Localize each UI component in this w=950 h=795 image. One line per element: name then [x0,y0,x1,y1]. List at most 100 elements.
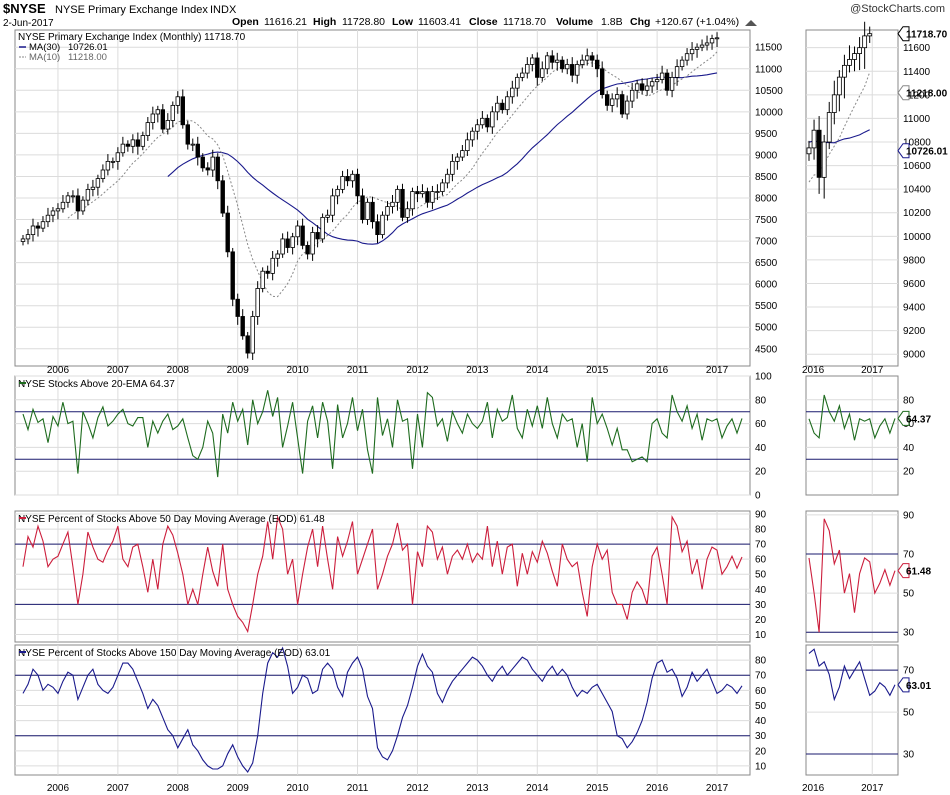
ma10-value-label-box [897,85,910,101]
candle-body [445,173,450,184]
candle-body [100,169,106,180]
candle-body [255,288,260,317]
candle-body [634,83,640,91]
y-tick-label: 5000 [755,323,778,334]
candle-body [415,191,420,195]
candle-body [380,214,385,236]
candle-body [155,109,161,115]
last-value-label-box [897,26,910,42]
candle-body [105,160,111,171]
candle-body [205,167,210,171]
inset-candle-body [847,59,852,66]
y-tick-label: 10000 [755,107,783,118]
inset-panel-3: 30 50 70 63.01 2016 2017 [802,644,931,794]
open-label: Open [232,16,259,28]
candle-body [140,135,146,147]
x-tick-label: 2007 [107,365,130,376]
candle-body [125,143,131,147]
inset-candle-body [842,64,847,78]
candle-body [370,201,375,223]
candle-body [345,176,350,182]
inset-candle-body [821,141,827,178]
candle-body [570,64,575,76]
candle-body [669,76,675,91]
candle-body [335,188,340,197]
candle-body [210,156,215,171]
volume-label: Volume [556,16,593,28]
candle-body [170,104,175,121]
scroll-up-icon [745,20,757,26]
candle-body [590,55,595,61]
legend-ma10-name: MA(10) [29,52,60,63]
y-tick-label: 100 [755,372,772,383]
date-label: 2-Jun-2017 [3,18,54,29]
candle-body [260,270,265,289]
x-tick-label: 2007 [107,783,130,794]
candle-body [550,55,555,63]
candle-body [65,195,71,203]
open-value: 11616.21 [264,16,307,28]
candle-body [120,143,126,154]
candle-body [240,316,245,337]
x-tick-label: 2015 [586,783,609,794]
y-tick-label: 8000 [755,194,778,205]
candle-body [560,59,565,70]
candle-body [315,232,320,240]
inset-y-tick-label: 90 [903,510,915,521]
candle-body [35,225,41,229]
inset-candle-body [857,47,862,54]
candle-body [515,76,520,89]
candle-body [235,298,240,317]
inset-candle-body [811,129,817,149]
inset-candle-body [826,112,832,143]
candle-body [395,188,400,203]
candle-body [714,37,720,40]
last-value-label: 11718.70 [906,30,948,41]
candle-body [659,72,665,80]
x-tick-label: 2009 [227,365,250,376]
candle-body [639,83,645,91]
candle-body [480,117,485,126]
last-value-label-3: 63.01 [906,681,931,692]
candle-body [405,208,410,218]
candle-body [265,270,270,274]
inset-y-tick-label: 11200 [903,90,931,101]
y-tick-label: 20 [755,615,767,626]
exchange-label: INDX [210,4,237,16]
y-tick-label: 6500 [755,258,778,269]
candle-body [195,143,200,158]
y-tick-label: 11000 [755,64,783,75]
inset-y-tick-label: 50 [903,708,915,719]
candle-body [490,111,495,128]
inset-y-tick-label: 11400 [903,67,931,78]
inset-candle-body [831,94,837,113]
inset-candle-body [852,53,857,60]
y-tick-label: 8500 [755,172,778,183]
x-tick-label: 2017 [706,783,729,794]
candle-body [295,225,300,238]
candle-body [275,253,280,259]
x-tick-label: 2008 [167,365,190,376]
candle-body [25,234,31,240]
y-tick-label: 80 [755,525,767,536]
legend-ma30-value: 10726.01 [68,42,108,53]
y-tick-label: 40 [755,716,767,727]
inset-y-tick-label: 30 [903,628,915,639]
panel-title: NYSE Percent of Stocks Above 50 Day Movi… [18,514,325,525]
x-tick-label: 2006 [47,365,70,376]
ma30-value-label: 10726.01 [906,147,948,158]
x-tick-label: 2015 [586,365,609,376]
inset-y-tick-label: 10400 [903,185,931,196]
series-line-3 [22,646,743,773]
x-tick-label: 2013 [466,365,489,376]
series-line-1 [22,390,743,478]
x-tick-label: 2014 [526,783,549,794]
candle-body [530,57,535,65]
candle-body [485,117,490,128]
candle-body [425,191,430,203]
candle-body [575,64,580,76]
candle-body [400,188,405,218]
candle-body [465,139,470,152]
candle-body [495,102,500,113]
panel-title: NYSE Percent of Stocks Above 150 Day Mov… [18,648,331,659]
